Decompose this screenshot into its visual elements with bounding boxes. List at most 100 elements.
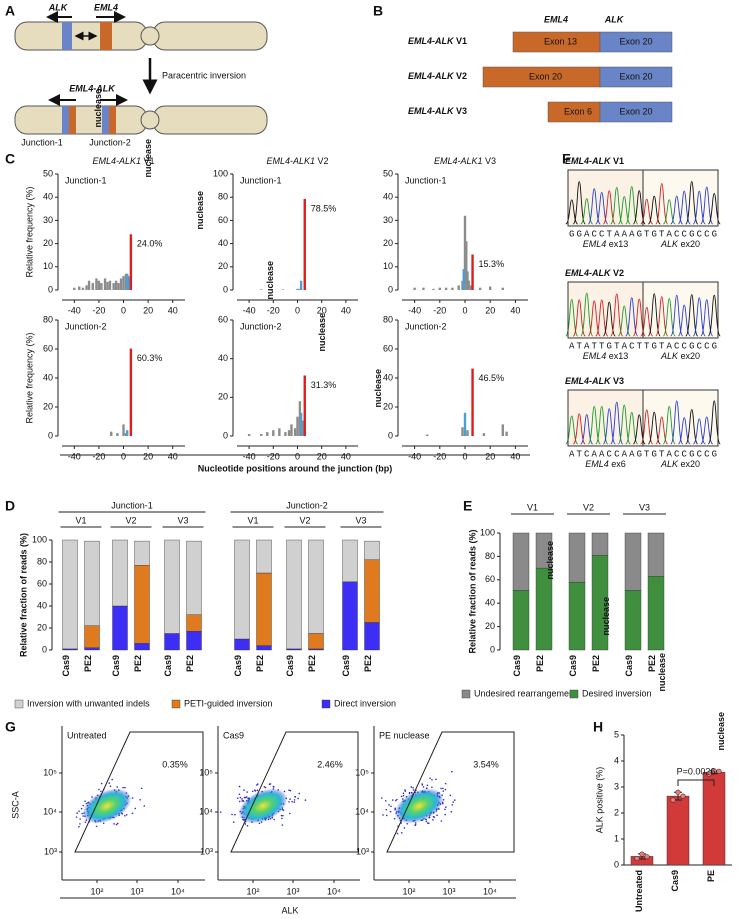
bar <box>78 286 81 290</box>
x-tick-label: 40 <box>341 451 351 461</box>
bar <box>466 430 469 436</box>
x-tick-label: PE2 nuclease <box>535 541 555 672</box>
event-dot <box>425 820 428 823</box>
event-dot <box>442 787 444 790</box>
bar <box>299 280 303 290</box>
event-dot <box>124 814 126 817</box>
event-dot <box>432 819 434 821</box>
bar <box>298 401 302 436</box>
event-dot <box>84 800 86 803</box>
event-dot <box>75 816 78 818</box>
y-tick-label: 20 <box>383 238 393 248</box>
event-dot <box>436 814 438 817</box>
y-tick-label: 80 <box>383 314 393 324</box>
y-axis-label: Relative frequency (%) <box>24 186 34 277</box>
bar <box>303 198 306 290</box>
gene-label: ALK <box>48 2 69 12</box>
y-tick-label: 40 <box>37 600 47 610</box>
arrow-label: Paracentric inversion <box>162 70 246 80</box>
event-dot <box>288 789 290 791</box>
bar-segment <box>84 540 100 626</box>
x-tick-label: 40 <box>168 305 178 315</box>
x-tick-label: -20 <box>267 305 280 315</box>
y-tick-label: 100 <box>32 534 47 544</box>
text-part: EML4 <box>583 239 607 249</box>
bar <box>471 368 474 436</box>
y-axis-label: Relative fraction of reads (%) <box>18 533 28 657</box>
legend-swatch <box>321 699 331 709</box>
event-dot <box>297 797 299 800</box>
event-dot <box>238 800 241 803</box>
text-part: Cas9 <box>568 655 578 677</box>
event-dot <box>304 799 307 801</box>
event-dot <box>131 812 134 815</box>
x-tick-label: 0 <box>295 305 300 315</box>
x-tick-label: 0 <box>462 451 467 461</box>
y-tick-label: 40 <box>218 353 228 363</box>
replicate-dot <box>670 797 676 803</box>
y-tick-label: 5 <box>614 729 619 739</box>
event-dot <box>440 820 443 822</box>
text-part: PE2 <box>647 655 657 672</box>
event-dot <box>79 818 81 820</box>
group-label: V3 <box>355 515 366 525</box>
density <box>394 788 444 824</box>
trace-peak <box>572 413 586 445</box>
bar <box>106 281 109 290</box>
event-dot <box>246 791 249 793</box>
event-dot <box>412 789 415 791</box>
sequence: ATCAACCAAG <box>569 449 642 459</box>
alk-band <box>102 106 109 134</box>
y-tick-label: 4 <box>614 755 619 765</box>
event-dot <box>403 827 406 829</box>
event-dot <box>244 823 247 825</box>
bar <box>426 434 429 436</box>
bar <box>284 432 287 436</box>
bar <box>463 412 467 436</box>
column-header: ALK <box>604 14 625 24</box>
bar <box>81 287 85 290</box>
text-part: PE2 <box>591 655 601 672</box>
x-tick-label: 10² <box>246 886 259 896</box>
bar-segment <box>112 539 128 607</box>
y-tick-label: 60 <box>43 343 53 353</box>
x-tick-label: 0 <box>121 451 126 461</box>
event-dot <box>269 783 272 785</box>
exon-label: Exon 20 <box>619 36 652 46</box>
y-tick-label: 10³ <box>200 846 213 856</box>
bar <box>444 287 448 290</box>
segment-label: EML4 ex13 <box>583 351 629 361</box>
x-tick-label: Cas9 <box>233 655 243 677</box>
bar <box>461 280 464 290</box>
x-tick-label: -20 <box>92 451 105 461</box>
chromosome-arm <box>14 105 148 135</box>
y-tick-label: 20 <box>218 261 228 271</box>
x-tick-label: -40 <box>243 451 256 461</box>
bar-segment <box>342 581 358 651</box>
x-tick-label: Cas9 <box>341 655 351 677</box>
plot-title: PE nuclease <box>379 730 430 740</box>
event-dot <box>449 794 452 797</box>
value-label: 78.5% <box>311 203 337 213</box>
x-tick-label: PE2 nuclease <box>133 139 153 672</box>
x-tick-label: 20 <box>317 305 327 315</box>
event-dot <box>116 786 118 788</box>
text-part: ex20 <box>678 351 700 361</box>
density <box>238 788 288 824</box>
event-dot <box>452 801 454 803</box>
bar-segment <box>84 647 100 651</box>
text-part: Cas9 <box>341 655 351 677</box>
bar <box>114 280 118 290</box>
event-dot <box>140 787 143 790</box>
bar <box>260 289 263 290</box>
y-tick-label: 0 <box>48 430 53 440</box>
bar-segment <box>286 539 302 650</box>
y-tick-label: 10⁵ <box>355 767 369 777</box>
text-part: EML4-ALK <box>408 36 455 46</box>
text-part: EML4-ALK1 <box>92 156 141 166</box>
event-dot <box>80 807 83 810</box>
event-dot <box>95 825 98 828</box>
bar <box>128 278 131 290</box>
bar <box>467 280 470 290</box>
bar-segment <box>512 532 530 591</box>
